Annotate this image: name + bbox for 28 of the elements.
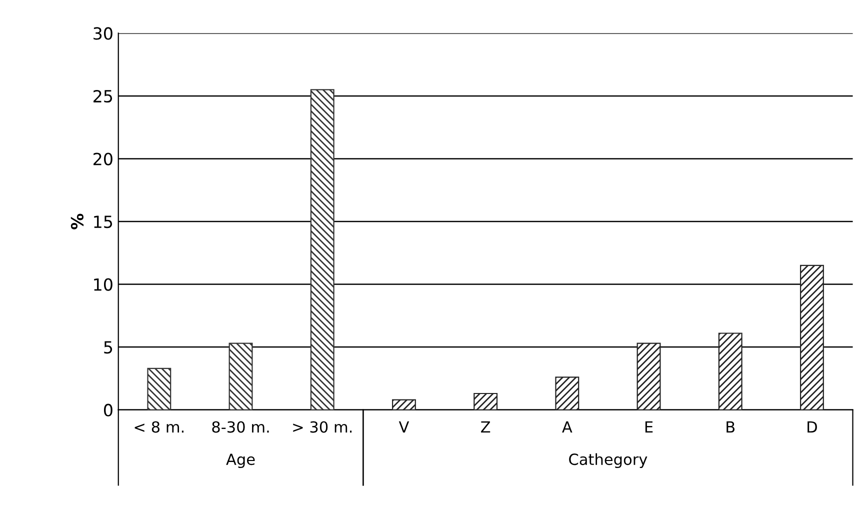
- bar: [474, 392, 498, 410]
- bar: [636, 342, 661, 410]
- x-tick-label: V: [398, 421, 410, 433]
- bar: [228, 342, 253, 410]
- x-tick-label: D: [808, 421, 817, 433]
- x-tick-label: Z: [481, 421, 490, 433]
- y-tick-label: 0: [104, 404, 112, 416]
- x-tick-label: B: [726, 421, 735, 433]
- text: Cathegory: [569, 453, 648, 468]
- y-tick-label: 5: [104, 341, 112, 354]
- x-tick-label: E: [645, 421, 653, 433]
- y-axis-title: %: [70, 214, 84, 230]
- y-tick-label: 20: [94, 152, 112, 166]
- x-tick-label: 8-30 m.: [212, 421, 269, 433]
- x-tick-label: < 8 m.: [134, 421, 184, 433]
- bar: [392, 399, 416, 410]
- x-tick-label: A: [562, 421, 572, 433]
- bar: [310, 89, 334, 410]
- x-tick-label: > 30 m.: [293, 421, 352, 433]
- y-tick-label: 25: [94, 90, 112, 103]
- bar: [555, 376, 580, 410]
- y-tick-label: 10: [94, 278, 112, 291]
- text: Age: [226, 454, 255, 468]
- bar: [800, 264, 824, 410]
- y-tick-label: 30: [94, 27, 112, 40]
- y-tick-label: 15: [94, 216, 112, 228]
- bar: [718, 332, 742, 410]
- bar: [147, 368, 172, 410]
